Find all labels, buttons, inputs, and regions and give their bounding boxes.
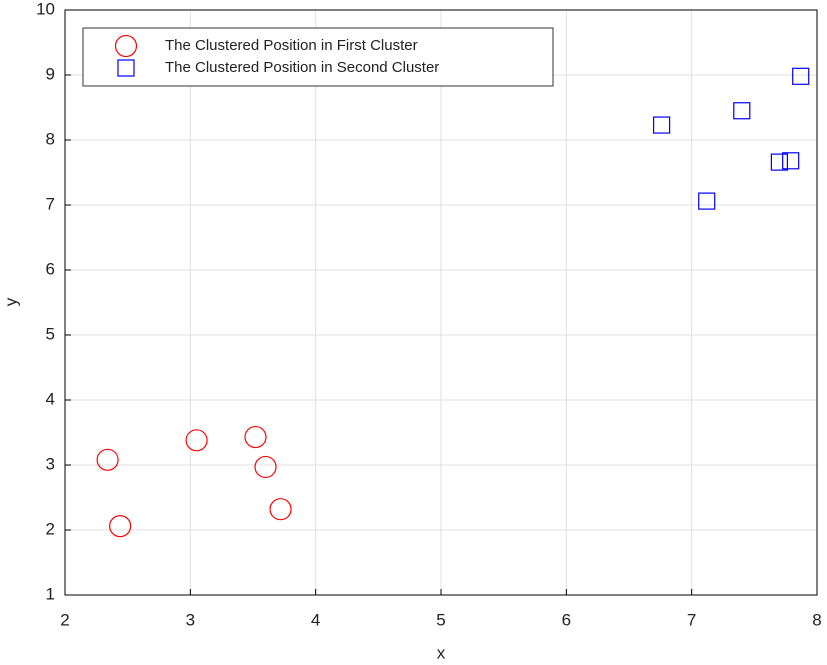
x-tick-label: 6 [562,610,571,629]
legend: The Clustered Position in First Cluster T… [82,27,554,87]
y-tick-label: 7 [46,194,55,213]
x-tick-label: 4 [311,610,320,629]
legend-label: The Clustered Position in First Cluster [165,37,418,54]
data-point [269,498,292,521]
x-tick-label: 7 [687,610,696,629]
y-tick-label: 10 [36,0,55,18]
y-tick-label: 9 [46,64,55,83]
data-point [698,192,716,210]
data-point [244,425,267,449]
data-point [782,152,800,170]
x-tick-label: 2 [60,610,69,629]
data-point [733,102,751,120]
y-tick-label: 6 [46,259,55,278]
data-point [770,153,789,171]
x-axis-label: x [437,643,446,662]
x-tick-label: 3 [186,610,195,629]
y-tick-label: 4 [46,389,55,408]
y-tick-label: 5 [46,324,55,343]
legend-marker [117,59,135,77]
y-tick-label: 8 [46,129,55,148]
data-point [652,116,671,134]
plot-frame [64,9,818,596]
data-point [96,448,119,471]
legend-marker [114,34,138,58]
data-point [792,67,810,85]
y-tick-label: 2 [46,519,55,538]
legend-label: The Clustered Position in Second Cluster [165,59,439,76]
y-tick-label: 3 [46,454,55,473]
y-axis-label: y [1,297,20,306]
data-point [254,455,277,479]
legend-box [82,27,554,87]
x-tick-label: 5 [436,610,445,629]
data-point [185,429,208,452]
x-tick-label: 8 [812,610,821,629]
data-point [109,514,132,538]
y-tick-label: 1 [46,584,55,603]
